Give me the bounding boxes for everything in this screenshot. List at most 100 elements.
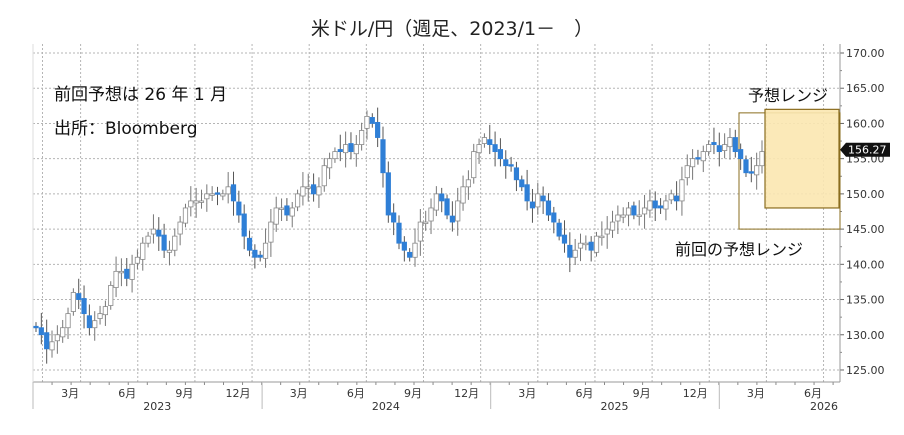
candle [278,207,285,210]
y-tick-label: 130.00 [846,329,885,342]
candle [38,327,44,336]
y-tick-label: 170.00 [846,47,885,60]
candle [225,186,231,195]
candle [593,235,600,253]
candle [567,244,573,258]
candle [396,222,402,244]
candle [193,200,199,204]
candle [652,200,658,209]
candle [236,201,242,216]
candle [754,165,760,176]
candle [54,334,60,342]
candle [220,193,226,197]
candle [727,137,733,148]
year-label: 2023 [143,400,171,413]
candle [759,151,765,167]
candle [609,221,616,231]
x-tick-label: 9月 [175,387,193,400]
candle [273,207,279,225]
candle [92,320,98,329]
x-tick-label: 6月 [804,387,822,400]
candle [289,207,295,217]
y-tick-label: 160.00 [846,117,885,130]
candle [65,313,71,329]
candle [620,214,626,218]
candle [690,158,696,168]
candle [508,164,514,167]
x-tick-label: 3月 [747,387,765,400]
candle [465,179,471,188]
candle [663,200,669,210]
x-tick-label: 12月 [226,387,251,400]
x-tick-label: 9月 [404,387,422,400]
candle [156,229,162,237]
candle [198,200,205,203]
candle [583,242,589,246]
candle [599,235,605,239]
candle [743,159,749,174]
y-tick-label: 150.00 [846,188,885,201]
candle [455,200,461,222]
candle [140,242,146,260]
candle [711,142,717,145]
candle [529,201,536,209]
candle [246,237,253,251]
candle [556,222,562,237]
candle [76,293,82,300]
candle [572,249,578,258]
candle [204,193,210,200]
candle [33,325,39,329]
candle [49,341,55,351]
candle [545,200,552,216]
candle [679,179,685,202]
candle [230,184,237,202]
candle [722,144,728,151]
candle [428,207,434,222]
forecast-box [764,108,840,209]
candle [588,241,594,251]
candle [364,115,370,129]
candle [423,221,429,224]
candle [471,151,477,179]
candle [70,292,76,312]
candle [647,200,653,211]
candle [268,221,274,243]
candle [668,193,674,201]
year-label: 2025 [601,400,629,413]
candle [188,200,194,208]
candle [359,130,365,145]
chart-title: 米ドル/円（週足、2023/1－ ） [310,18,594,40]
candle [113,270,119,288]
candle [129,263,135,280]
candle [748,171,754,174]
candle [124,268,130,279]
candle [177,221,183,235]
candle [118,270,125,274]
candle [738,149,744,160]
candle [369,117,375,124]
x-tick-label: 3月 [61,387,79,400]
candle [134,256,141,264]
forecast-range-label: 予想レンジ [748,86,829,105]
year-label: 2026 [810,400,838,413]
candle [81,298,87,315]
svg-text:156.27: 156.27 [848,144,887,157]
candle [327,158,333,169]
candle [385,172,391,216]
candle [343,144,349,154]
candle [673,195,680,202]
candle [316,186,322,196]
x-tick-label: 3月 [518,387,536,400]
x-tick-label: 12月 [454,387,479,400]
candle [706,144,712,153]
candle [412,242,418,258]
candle [449,215,455,223]
candle [108,285,114,306]
note-source: 出所：Bloomberg [54,119,198,139]
candle [636,214,642,217]
candle [487,139,493,145]
candle [300,186,306,197]
candle [407,251,413,258]
candle [657,205,664,209]
